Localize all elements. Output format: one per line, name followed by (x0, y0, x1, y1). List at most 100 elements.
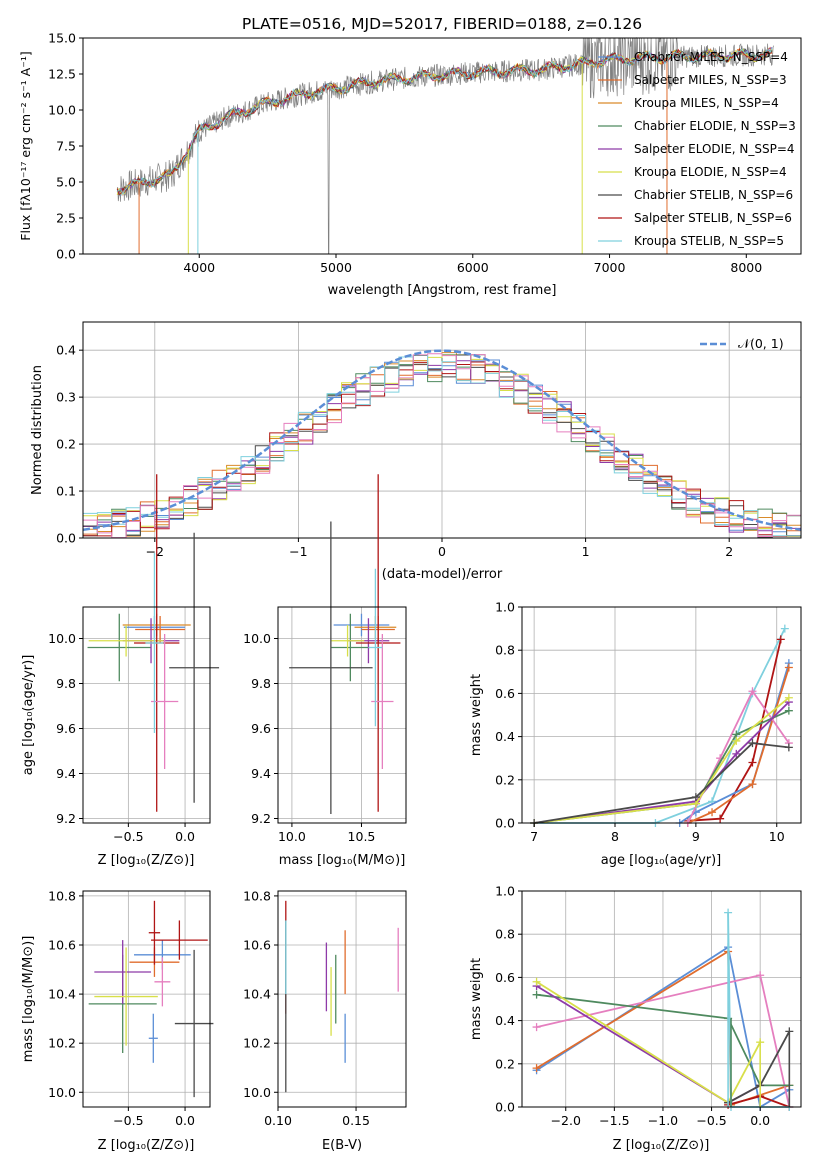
spectrum-legend-label-4: Salpeter ELODIE, N_SSP=4 (634, 142, 795, 156)
mwZ-xtick-label-1: −1.5 (599, 1113, 629, 1128)
mwAge-series-8 (533, 742, 790, 824)
mass-weight-vs-Z-panel: −2.0 −1.5 −1.0 −0.5 0.0 0.0 0.2 0.4 0.6 0.8 1.0 Z … (469, 884, 802, 1153)
mE-axes-frame (277, 890, 407, 1108)
mwZ-xtick-label-4: 0.0 (750, 1113, 770, 1128)
mwAge-marker-7-2 (732, 736, 741, 745)
mwAge-xlabel: age [log₁₀(age/yr)] (601, 853, 722, 868)
spectrum-xtick-label-1: 5000 (320, 260, 352, 275)
spectrum-ylabel: Flux [fλ10⁻¹⁷ erg cm⁻² s⁻¹ A⁻¹] (18, 51, 33, 240)
mwAge-series-7 (533, 697, 790, 824)
mwAge-ytick-label-0: 0.0 (495, 816, 515, 831)
ageZ-xlabel: Z [log₁₀(Z/Z⊙)] (98, 853, 195, 868)
residuals-hist-8 (83, 354, 801, 537)
mwAge-series-3 (687, 667, 790, 824)
residuals-hist-5 (83, 354, 801, 537)
mwAge-ytick-label-4: 0.8 (495, 643, 515, 658)
mZ-ytick-label-3: 10.6 (48, 938, 76, 953)
mZ-ytick-label-0: 10.0 (48, 1085, 76, 1100)
ageM-xlabel: mass [log₁₀(M/M⊙)] (279, 853, 406, 868)
mwAge-marker-5-3 (784, 706, 793, 715)
mZ-ytick-label-2: 10.4 (48, 987, 76, 1002)
spectrum-ytick-label-5: 12.5 (48, 67, 76, 82)
spectrum-panel: PLATE=0516, MJD=52017, FIBERID=0188, z=0… (18, 15, 802, 298)
mZ-ytick-label-1: 10.2 (48, 1036, 76, 1051)
residuals-ytick-label-2: 0.2 (56, 437, 76, 452)
ageZ-axes-frame (82, 606, 211, 824)
ageM-ytick-label-2: 9.6 (251, 721, 271, 736)
mwAge-marker-1-2 (748, 758, 757, 767)
mwZ-marker-5-0 (532, 977, 541, 986)
mwAge-ytick-label-5: 1.0 (495, 600, 515, 615)
spectrum-ytick-label-0: 0.0 (56, 247, 76, 262)
residuals-panel: −2 −1 0 1 2 0.0 0.1 0.2 0.3 0.4 (data-model)/erro… (30, 321, 802, 582)
mwZ-series-8 (727, 912, 790, 1108)
spectrum-legend-label-7: Salpeter STELIB, N_SSP=6 (634, 211, 792, 225)
mE-xtick-label-1: 0.15 (342, 1113, 370, 1128)
spectrum-xtick-label-4: 8000 (730, 260, 762, 275)
mE-ytick-label-4: 10.8 (243, 888, 271, 903)
ageZ-ytick-label-0: 9.2 (56, 811, 76, 826)
mwZ-marker-1-0 (532, 1064, 541, 1073)
residuals-ylabel: Normed distribution (30, 365, 45, 495)
mwZ-marker-3-0 (532, 990, 541, 999)
spectrum-xlabel: wavelength [Angstrom, rest frame] (328, 283, 557, 298)
mwAge-marker-8-3 (784, 743, 793, 752)
spectrum-model-line-7 (116, 48, 773, 196)
mE-xlabel: E(B-V) (322, 1138, 362, 1153)
mwAge-series-0 (534, 628, 786, 824)
mwZ-ytick-label-2: 0.4 (495, 1013, 515, 1028)
mwAge-marker-8-2 (748, 739, 757, 748)
mE-ytick-label-0: 10.0 (243, 1085, 271, 1100)
residuals-legend-label: 𝒩(0, 1) (738, 336, 784, 351)
residuals-ytick-label-1: 0.1 (56, 484, 76, 499)
mwAge-marker-0-4 (780, 624, 789, 633)
ageZ-ytick-label-2: 9.6 (56, 721, 76, 736)
spectrum-model-line-6 (116, 47, 773, 192)
mwZ-series-3 (536, 993, 790, 1087)
spectrum-legend-label-0: Chabrier MILES, N_SSP=4 (634, 50, 788, 64)
ageM-ytick-label-4: 10.0 (243, 631, 271, 646)
mZ-xtick-label-1: 0.0 (175, 1113, 195, 1128)
spectrum-ytick-label-4: 10.0 (48, 103, 76, 118)
mwAge-ytick-label-1: 0.2 (495, 772, 515, 787)
residuals-ytick-label-0: 0.0 (56, 531, 76, 546)
mwZ-xtick-label-0: −2.0 (551, 1113, 581, 1128)
residuals-legend: 𝒩(0, 1) (700, 336, 784, 351)
mwZ-ytick-label-4: 0.8 (495, 927, 515, 942)
spectrum-xtick-label-2: 6000 (457, 260, 489, 275)
mwAge-ytick-label-3: 0.6 (495, 686, 515, 701)
age-vs-mass-panel: 10.0 10.5 9.2 9.4 9.6 9.8 10.0 mass [log₁₀(M/M… (243, 474, 407, 868)
mwAge-xtick-label-2: 9 (692, 829, 700, 844)
mwZ-marker-2-0 (532, 1023, 541, 1032)
mwAge-xtick-label-3: 10 (769, 829, 785, 844)
spectrum-legend-label-1: Salpeter MILES, N_SSP=3 (634, 73, 787, 87)
mwAge-ytick-label-2: 0.4 (495, 729, 515, 744)
mE-ytick-label-3: 10.6 (243, 938, 271, 953)
mwAge-marker-1-3 (776, 635, 785, 644)
residuals-normal-curve (82, 349, 802, 532)
ageM-ytick-label-1: 9.4 (251, 766, 271, 781)
mZ-ytick-label-4: 10.8 (48, 888, 76, 903)
ageM-ytick-label-0: 9.2 (251, 811, 271, 826)
mwZ-xtick-label-3: −0.5 (696, 1113, 726, 1128)
ageZ-ytick-label-4: 10.0 (48, 631, 76, 646)
spectrum-legend-label-6: Chabrier STELIB, N_SSP=6 (634, 188, 793, 202)
residuals-hist-7 (83, 361, 801, 537)
spectrum-legend-label-8: Kroupa STELIB, N_SSP=5 (634, 234, 784, 248)
mwAge-xtick-label-1: 8 (611, 829, 619, 844)
mwZ-xtick-label-2: −1.0 (648, 1113, 678, 1128)
ageZ-ytick-label-3: 9.8 (56, 676, 76, 691)
spectrum-legend-label-5: Kroupa ELODIE, N_SSP=4 (634, 165, 787, 179)
mwAge-ylabel: mass weight (469, 674, 484, 756)
mE-ytick-label-1: 10.2 (243, 1036, 271, 1051)
ageM-axes-frame (277, 606, 407, 824)
mE-xtick-label-0: 0.10 (264, 1113, 292, 1128)
residuals-xtick-label-0: −2 (146, 544, 164, 559)
spectrum-model-line-8 (116, 47, 773, 196)
spectrum-ytick-label-6: 15.0 (48, 31, 76, 46)
mwAge-xtick-label-0: 7 (530, 829, 538, 844)
mwZ-ytick-label-1: 0.2 (495, 1056, 515, 1071)
residuals-xtick-label-3: 1 (582, 544, 590, 559)
mass-weight-vs-age-panel: 7 8 9 10 0.0 0.2 0.4 0.6 0.8 1.0 age [log₁₀(age/y… (469, 600, 802, 868)
